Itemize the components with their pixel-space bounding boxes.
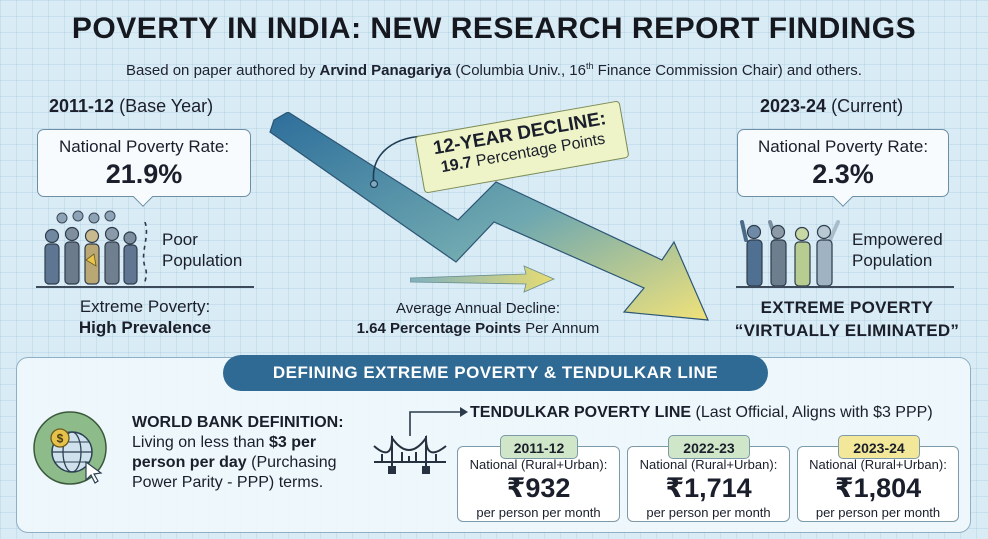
subtitle-pre: Based on paper authored by xyxy=(126,62,320,79)
tendulkar-title: TENDULKAR POVERTY LINE (Last Official, A… xyxy=(470,404,933,422)
right-year: 2023-24 xyxy=(760,96,827,116)
left-rate-label: National Poverty Rate: xyxy=(58,137,230,156)
empowered-population-icon xyxy=(740,220,840,287)
left-caption: Extreme Poverty: High Prevalence xyxy=(30,296,260,338)
right-caption-line1: EXTREME POVERTY xyxy=(760,298,934,317)
world-bank-definition: WORLD BANK DEFINITION: Living on less th… xyxy=(132,413,372,493)
left-caption-line1: Extreme Poverty: xyxy=(79,297,211,316)
card-amount: ₹1,714 xyxy=(665,473,752,503)
bridge-icon xyxy=(373,434,447,474)
connector-arrow-icon xyxy=(409,407,468,436)
poor-population-icon xyxy=(44,210,138,285)
definition-banner: DEFINING EXTREME POVERTY & TENDULKAR LIN… xyxy=(223,355,768,391)
right-year-label: 2023-24 (Current) xyxy=(760,96,903,117)
wb-title: WORLD BANK DEFINITION: xyxy=(132,414,344,431)
year-pill-2023: 2023-24 xyxy=(838,435,920,459)
card-amount: ₹1,804 xyxy=(834,473,922,503)
author-name: Arvind Panagariya xyxy=(319,62,452,79)
annual-arrow-icon xyxy=(410,265,556,293)
tendulkar-card-2011: National (Rural+Urban): ₹932 per person … xyxy=(457,446,620,522)
right-year-note: (Current) xyxy=(831,96,904,116)
left-baseline xyxy=(36,286,254,288)
left-pop-line2: Population xyxy=(162,251,243,270)
wb-l2-pre: Living on less than xyxy=(132,434,269,451)
avg-label: Average Annual Decline: xyxy=(395,300,560,317)
page-title: POVERTY IN INDIA: NEW RESEARCH REPORT FI… xyxy=(71,12,917,45)
tag-string-icon xyxy=(369,135,425,188)
left-year-label: 2011-12 (Base Year) xyxy=(49,96,213,117)
left-rate-box: National Poverty Rate: 21.9% xyxy=(37,129,251,197)
right-rate-label: National Poverty Rate: xyxy=(757,137,929,156)
card-unit: per person per month xyxy=(646,505,771,520)
right-caption-line2: “VIRTUALLY ELIMINATED” xyxy=(734,321,960,340)
decline-arrow-icon xyxy=(269,112,709,321)
subtitle-sup: th xyxy=(586,61,594,71)
wb-l3-rest: (Purchasing xyxy=(246,454,337,471)
globe-dollar-icon: $ xyxy=(33,411,107,485)
card-unit: per person per month xyxy=(815,505,941,520)
left-year: 2011-12 xyxy=(49,96,115,116)
wb-l3-bold: person per day xyxy=(132,454,247,471)
right-pop-line2: Population xyxy=(852,251,933,270)
avg-value-line: 1.64 Percentage Points Per Annum xyxy=(318,319,638,339)
subtitle-post: Finance Commission Chair) and others. xyxy=(593,62,862,79)
left-year-note: (Base Year) xyxy=(119,96,214,116)
subtitle: Based on paper authored by Arvind Panaga… xyxy=(0,61,988,79)
svg-text:$: $ xyxy=(57,432,64,446)
card-label: National (Rural+Urban): xyxy=(809,457,947,472)
card-unit: per person per month xyxy=(476,505,601,520)
right-pop-label: Empowered Population xyxy=(852,229,943,271)
card-label: National (Rural+Urban): xyxy=(469,457,608,472)
tend-title-bold: TENDULKAR POVERTY LINE xyxy=(470,404,692,421)
avg-value: 1.64 Percentage Points xyxy=(356,320,521,337)
right-rate-value: 2.3% xyxy=(812,159,874,189)
dashed-divider-left xyxy=(142,222,148,282)
right-baseline xyxy=(736,286,954,288)
wb-l4: Power Parity - PPP) terms. xyxy=(132,474,324,491)
right-rate-box: National Poverty Rate: 2.3% xyxy=(737,129,949,197)
avg-rest: Per Annum xyxy=(520,320,600,337)
left-rate-value: 21.9% xyxy=(105,159,183,189)
left-caption-line2: High Prevalence xyxy=(78,318,212,337)
year-pill-2011: 2011-12 xyxy=(500,435,578,459)
average-decline: Average Annual Decline: 1.64 Percentage … xyxy=(318,299,638,339)
right-caption: EXTREME POVERTY “VIRTUALLY ELIMINATED” xyxy=(722,296,972,342)
left-pop-line1: Poor xyxy=(162,230,198,249)
left-pop-label: Poor Population xyxy=(162,229,242,271)
subtitle-mid: (Columbia Univ., 16 xyxy=(451,62,586,79)
tend-title-note: (Last Official, Aligns with $3 PPP) xyxy=(691,404,933,421)
wb-l2-bold: $3 per xyxy=(268,434,317,451)
year-pill-2022: 2022-23 xyxy=(668,435,750,459)
card-label: National (Rural+Urban): xyxy=(639,457,778,472)
right-pop-line1: Empowered xyxy=(852,230,943,249)
card-amount: ₹932 xyxy=(506,473,571,503)
